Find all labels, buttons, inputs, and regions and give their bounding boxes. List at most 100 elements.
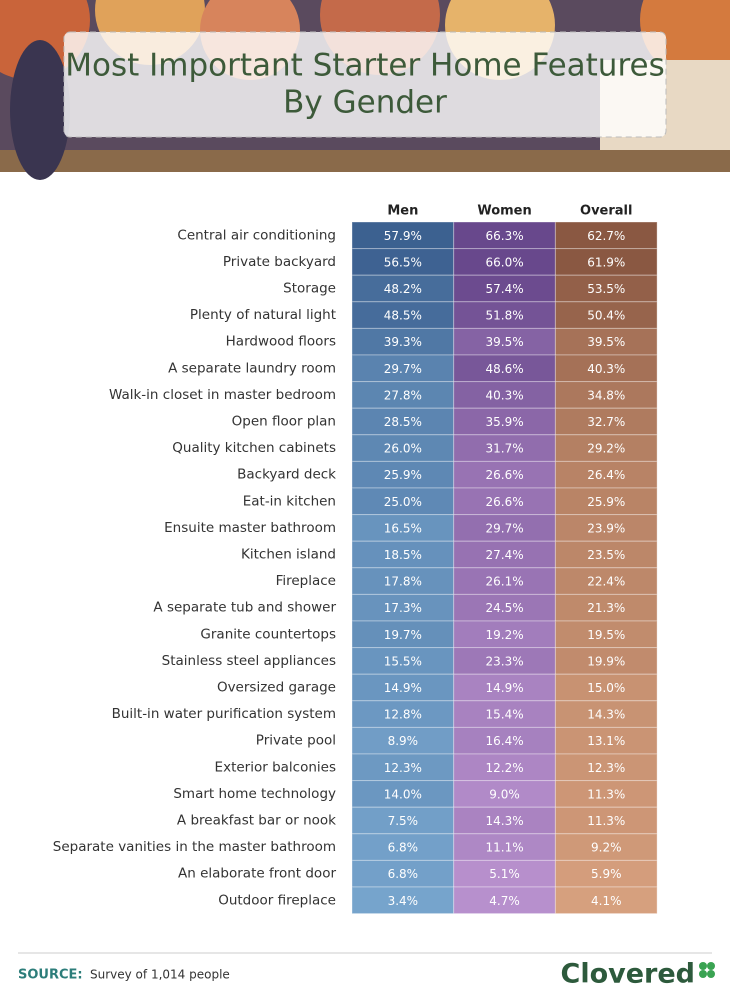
cell-value: 14.3% [587,708,625,722]
row-label: Plenty of natural light [190,307,336,323]
cell [554,540,658,569]
cell [351,780,455,808]
cell [453,620,556,649]
cell [554,487,658,516]
cell-value: 14.0% [384,787,422,801]
row-label: Private pool [256,733,336,749]
cell-value: 8.9% [388,734,419,748]
cell [554,806,658,835]
cell-value: 29.2% [587,442,625,456]
row-label: Stainless steel appliances [162,653,336,669]
cell-value: 6.8% [388,841,419,855]
brand-logo: Clovered [561,959,696,990]
row-label: Hardwood floors [226,334,336,350]
cell-value: 50.4% [587,309,625,323]
cell-value: 48.5% [384,309,422,323]
cell-value: 62.7% [587,229,625,243]
row-label: A breakfast bar or nook [177,813,336,829]
cell-value: 15.0% [587,681,625,695]
cell-value: 28.5% [384,415,422,429]
row-label: Quality kitchen cabinets [172,440,336,456]
cell [453,647,556,675]
cell [554,700,658,728]
cell-value: 19.5% [587,628,625,642]
cell [453,806,556,835]
cell [554,434,658,462]
cell [351,753,455,782]
header-illustration [0,0,730,180]
cell-value: 9.2% [591,841,622,855]
cell-value: 22.4% [587,575,625,589]
cell-value: 25.9% [384,468,422,482]
row-label: Oversized garage [217,680,336,696]
row-label: Walk-in closet in master bedroom [109,387,336,403]
cell-value: 26.6% [485,495,523,509]
cell-value: 31.7% [485,442,523,456]
cell-value: 66.3% [485,229,523,243]
cell [351,327,455,356]
cell [453,753,556,782]
cell [453,514,556,542]
cell-value: 19.9% [587,654,625,668]
cell-value: 17.8% [384,575,422,589]
column-header: Men [387,204,418,219]
cell-value: 11.3% [587,814,625,828]
row-label: A separate laundry room [168,360,336,376]
cell [453,833,556,861]
cell [554,274,658,303]
cell [554,859,658,888]
cell-value: 48.2% [384,282,422,296]
cell [351,487,455,516]
cell [554,647,658,675]
cell-value: 39.5% [587,335,625,349]
cell-value: 15.5% [384,654,422,668]
cell-value: 23.9% [587,521,625,535]
cell-value: 12.3% [384,761,422,775]
cell-value: 4.1% [591,894,622,908]
title: By Gender [283,85,447,121]
cell [351,460,455,489]
clover-icon [699,962,715,978]
cell [554,620,658,649]
source-label: SOURCE: [18,968,83,983]
cell-value: 6.8% [388,867,419,881]
cell [351,248,455,276]
cell-value: 24.5% [485,601,523,615]
cell [554,886,658,915]
row-label: Outdoor fireplace [218,892,336,908]
cell-value: 57.9% [384,229,422,243]
cell [554,221,658,250]
cell-value: 7.5% [388,814,419,828]
column-header: Overall [580,204,632,219]
cell-value: 16.4% [485,734,523,748]
column-header: Women [477,204,531,219]
cell-value: 35.9% [485,415,523,429]
cell [351,620,455,649]
cell [453,487,556,516]
cell-value: 5.1% [489,867,520,881]
cell-value: 39.5% [485,335,523,349]
title: Most Important Starter Home Features [65,48,665,84]
cell-value: 26.4% [587,468,625,482]
cell [554,567,658,595]
row-label: Exterior balconies [215,759,336,775]
cell [554,514,658,542]
cell-value: 15.4% [485,708,523,722]
cell-value: 3.4% [388,894,419,908]
cell-value: 56.5% [384,255,422,269]
cell [554,673,658,702]
cell [453,274,556,303]
cell-value: 26.6% [485,468,523,482]
cell-value: 61.9% [587,255,625,269]
cell [351,301,455,329]
cell [351,833,455,861]
cell-value: 4.7% [489,894,520,908]
cell-value: 25.0% [384,495,422,509]
cell-value: 26.0% [384,442,422,456]
cell-value: 11.1% [485,841,523,855]
cell-value: 39.3% [384,335,422,349]
row-label: Ensuite master bathroom [164,520,336,536]
cell [453,886,556,915]
cell-value: 27.8% [384,388,422,402]
